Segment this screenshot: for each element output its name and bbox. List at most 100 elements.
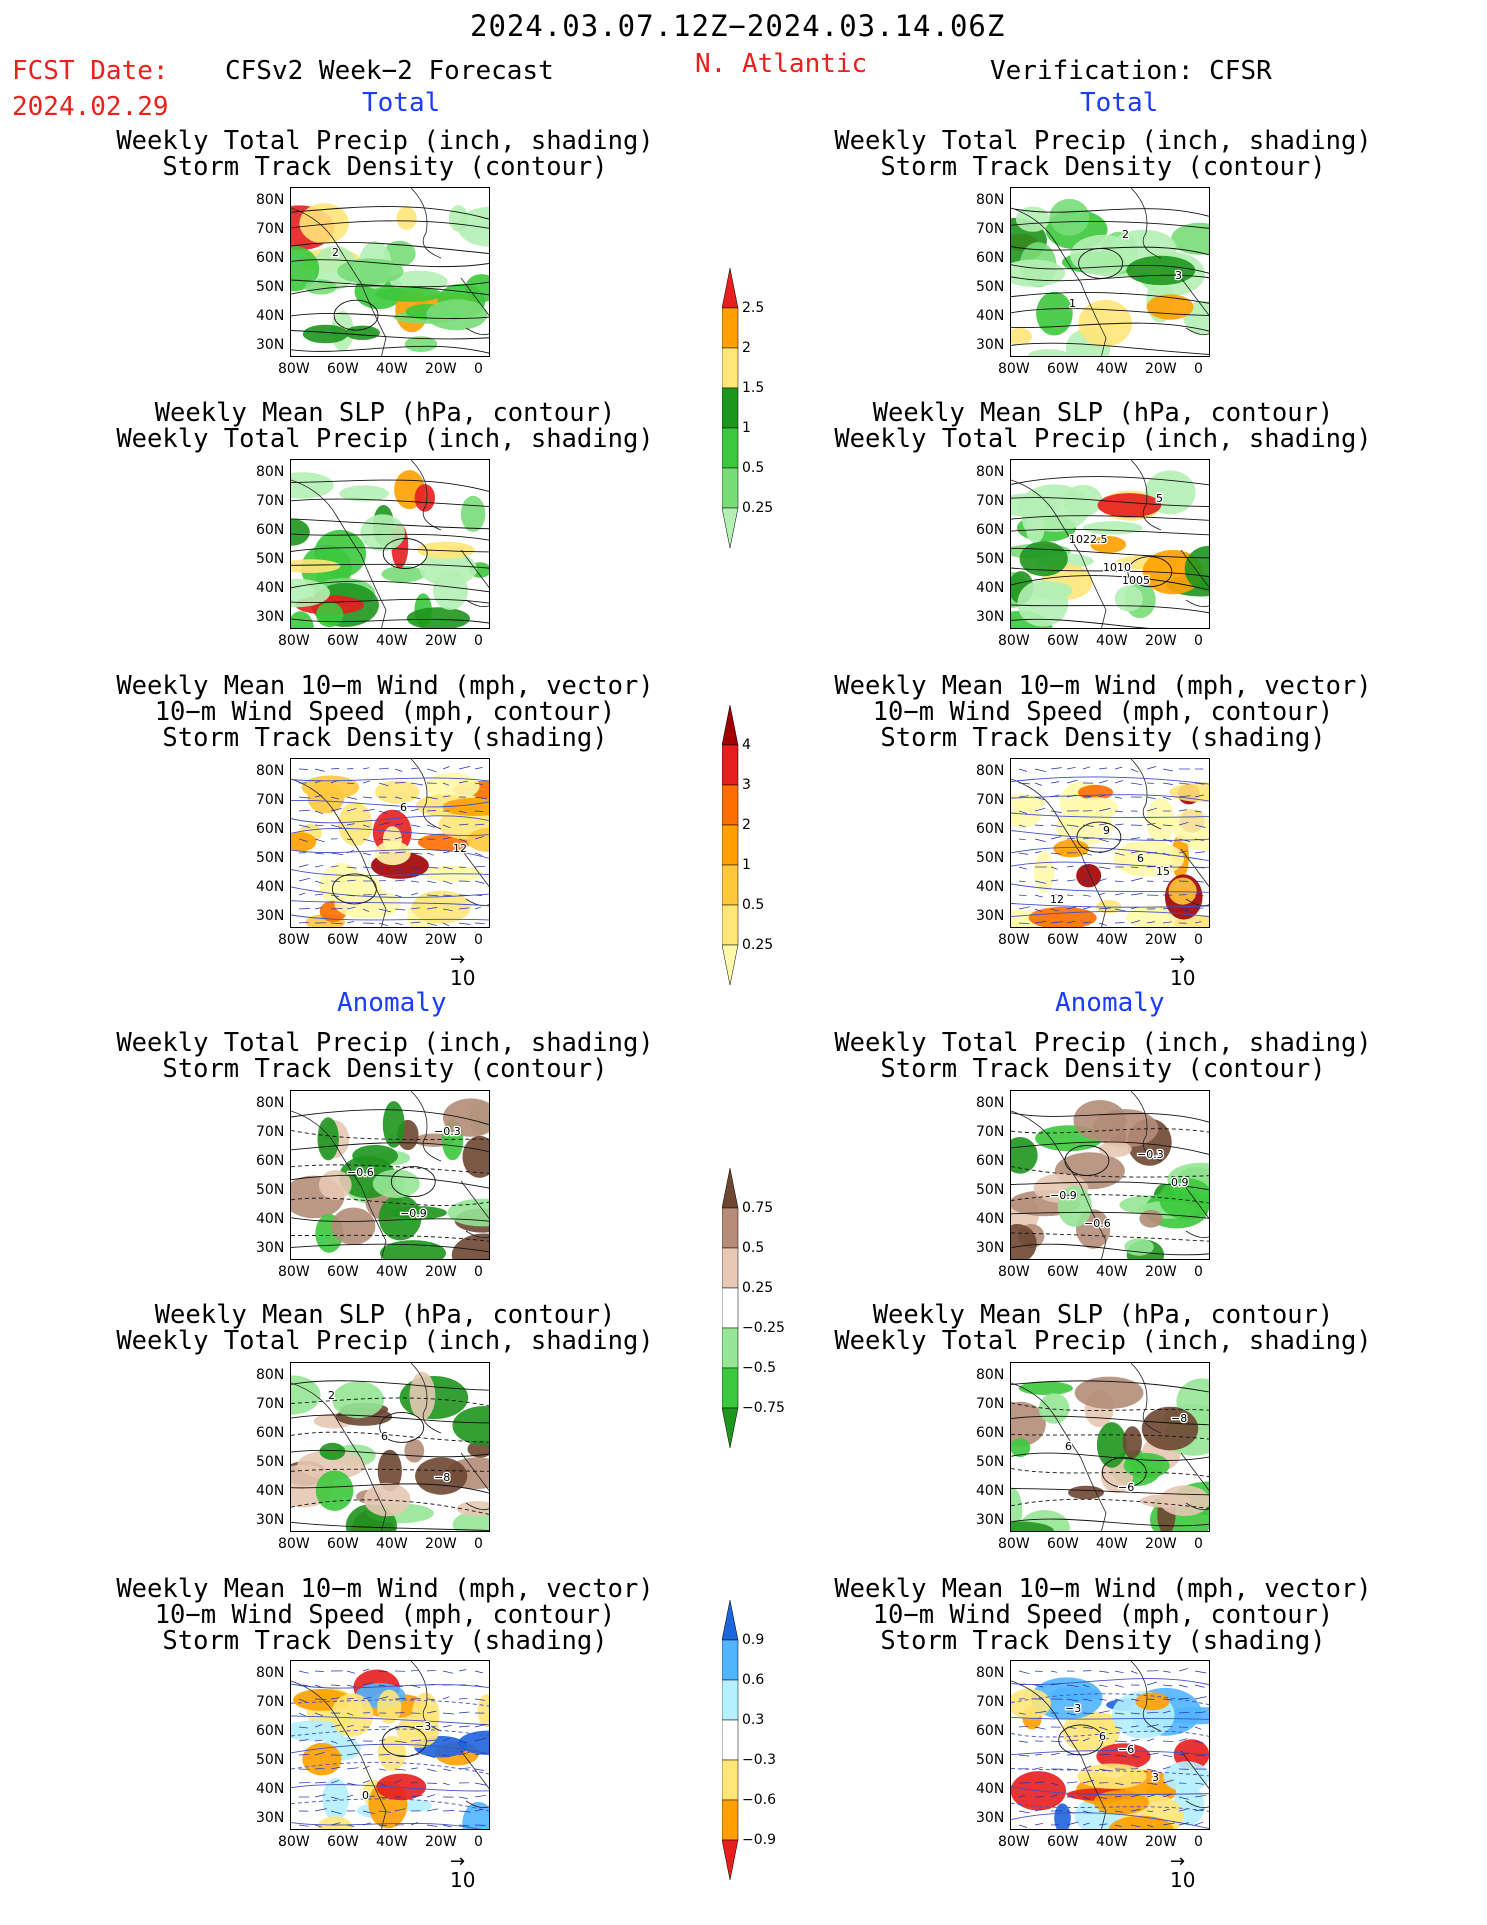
contour-line (291, 1397, 489, 1407)
wind-vector (394, 782, 406, 784)
wind-vector (362, 838, 375, 843)
wind-vector (1066, 1821, 1079, 1826)
wind-vector (330, 808, 342, 812)
lat-tick-label: 60N (976, 821, 1005, 837)
wind-vector (362, 1765, 370, 1770)
wind-vector (474, 1782, 487, 1786)
wind-vector (1034, 796, 1045, 801)
wind-vector (1066, 766, 1076, 770)
wind-vector (330, 796, 340, 800)
wind-vector (394, 1740, 407, 1743)
colorbar-cap-bottom (722, 507, 739, 549)
wind-vector (314, 780, 322, 784)
wind-vector (362, 852, 371, 856)
wind-vector (1114, 1740, 1127, 1743)
wind-vector (1130, 768, 1139, 773)
fc-anom_wind_track-title: Weekly Mean 10−m Wind (mph, vector) 10−m … (25, 1576, 745, 1654)
wind-vector (1162, 921, 1173, 924)
coastline (291, 1363, 489, 1531)
contour-line (291, 1129, 489, 1140)
lat-tick-label: 80N (976, 1367, 1005, 1383)
wind-vector (378, 1696, 389, 1700)
vector-reference-label: → 10 (1170, 1853, 1195, 1893)
colorbar-level-label: 4 (742, 737, 751, 753)
colorbar-segment (722, 1639, 739, 1681)
wind-vector (1194, 1782, 1204, 1785)
wind-vector (1098, 878, 1107, 882)
colorbar-segment (722, 1679, 739, 1721)
shading-region (1011, 493, 1058, 517)
contour-line (1011, 1768, 1209, 1777)
lon-tick-label: 0 (474, 633, 483, 649)
contour-label: 0 (362, 1789, 369, 1802)
lon-tick-label: 20W (425, 932, 457, 948)
closed-contour (1076, 821, 1122, 853)
contour-label: −6 (1118, 1743, 1134, 1756)
wind-vector (1082, 837, 1094, 840)
colorbar-segment (722, 824, 739, 866)
wind-vector (1034, 1754, 1043, 1756)
shading-region (334, 889, 401, 919)
vf-slp_precip-map-svg: 1010 5 1022.5 1005 (1011, 460, 1209, 628)
wind-vector (1082, 1753, 1090, 1756)
wind-vector (474, 823, 485, 826)
wind-vector (346, 1724, 354, 1728)
lat-tick-label: 80N (976, 1665, 1005, 1681)
fc-anom_wind_track-map: 0 −3 (290, 1660, 490, 1830)
wind-vector (474, 836, 484, 840)
left-column-title: CFSv2 Week−2 Forecast (225, 56, 554, 86)
wind-vector (474, 1670, 483, 1674)
wind-vector (346, 894, 355, 897)
contour-label: −8 (434, 1471, 450, 1484)
colorbar-segment (722, 1367, 739, 1409)
contour-line (291, 1234, 489, 1242)
wind-vector (298, 877, 311, 882)
wind-vector (346, 866, 357, 869)
shading-region (1075, 797, 1119, 820)
contour-label: −3 (415, 1720, 431, 1733)
colorbar-level-label: 2.5 (742, 300, 765, 316)
lat-tick-label: 50N (976, 1752, 1005, 1768)
shading-region (315, 1470, 354, 1511)
right-column-title: Verification: CFSR (990, 56, 1272, 86)
wind-vector (346, 879, 356, 882)
wind-vector (442, 880, 453, 885)
wind-vector (1098, 892, 1106, 896)
panel-title-line: Storm Track Density (shading) (162, 1626, 608, 1656)
colorbar-segment (722, 307, 739, 349)
wind-vector (1034, 1766, 1043, 1770)
wind-vector (1178, 1668, 1188, 1672)
wind-vector (1130, 1754, 1141, 1758)
wind-vector (1130, 1739, 1140, 1742)
wind-vector (330, 1796, 340, 1800)
wind-vector (1066, 920, 1076, 924)
wind-vector (1066, 1739, 1079, 1742)
wind-vector (458, 1810, 471, 1813)
contour-line (1011, 308, 1209, 316)
contour-line (291, 1743, 489, 1755)
wind-vector (394, 796, 402, 799)
lat-tick-label: 60N (976, 1153, 1005, 1169)
wind-vector (474, 1684, 482, 1688)
wind-vector (1178, 1796, 1189, 1800)
shading-region (375, 286, 444, 302)
wind-vector (1178, 850, 1188, 854)
wind-vector (1146, 1794, 1155, 1798)
shading-region (291, 472, 334, 499)
shading-region (299, 203, 349, 244)
lon-tick-label: 40W (1096, 1264, 1128, 1280)
colorbar-level-label: 0.25 (742, 937, 774, 953)
shading-region (376, 1773, 427, 1801)
shading-region (380, 1240, 446, 1259)
wind-vector (1114, 1754, 1127, 1757)
lon-tick-label: 60W (327, 1536, 359, 1552)
contour-line (1011, 547, 1209, 559)
lon-tick-label: 80W (278, 1536, 310, 1552)
wind-vector (1018, 1683, 1027, 1686)
lat-tick-label: 30N (256, 337, 285, 353)
panel-title-line: 10−m Wind Speed (mph, contour) (872, 697, 1334, 727)
shading-region (1019, 541, 1068, 577)
wind-vector (442, 766, 450, 770)
shading-region (1090, 536, 1127, 554)
shading-region (1017, 580, 1069, 627)
